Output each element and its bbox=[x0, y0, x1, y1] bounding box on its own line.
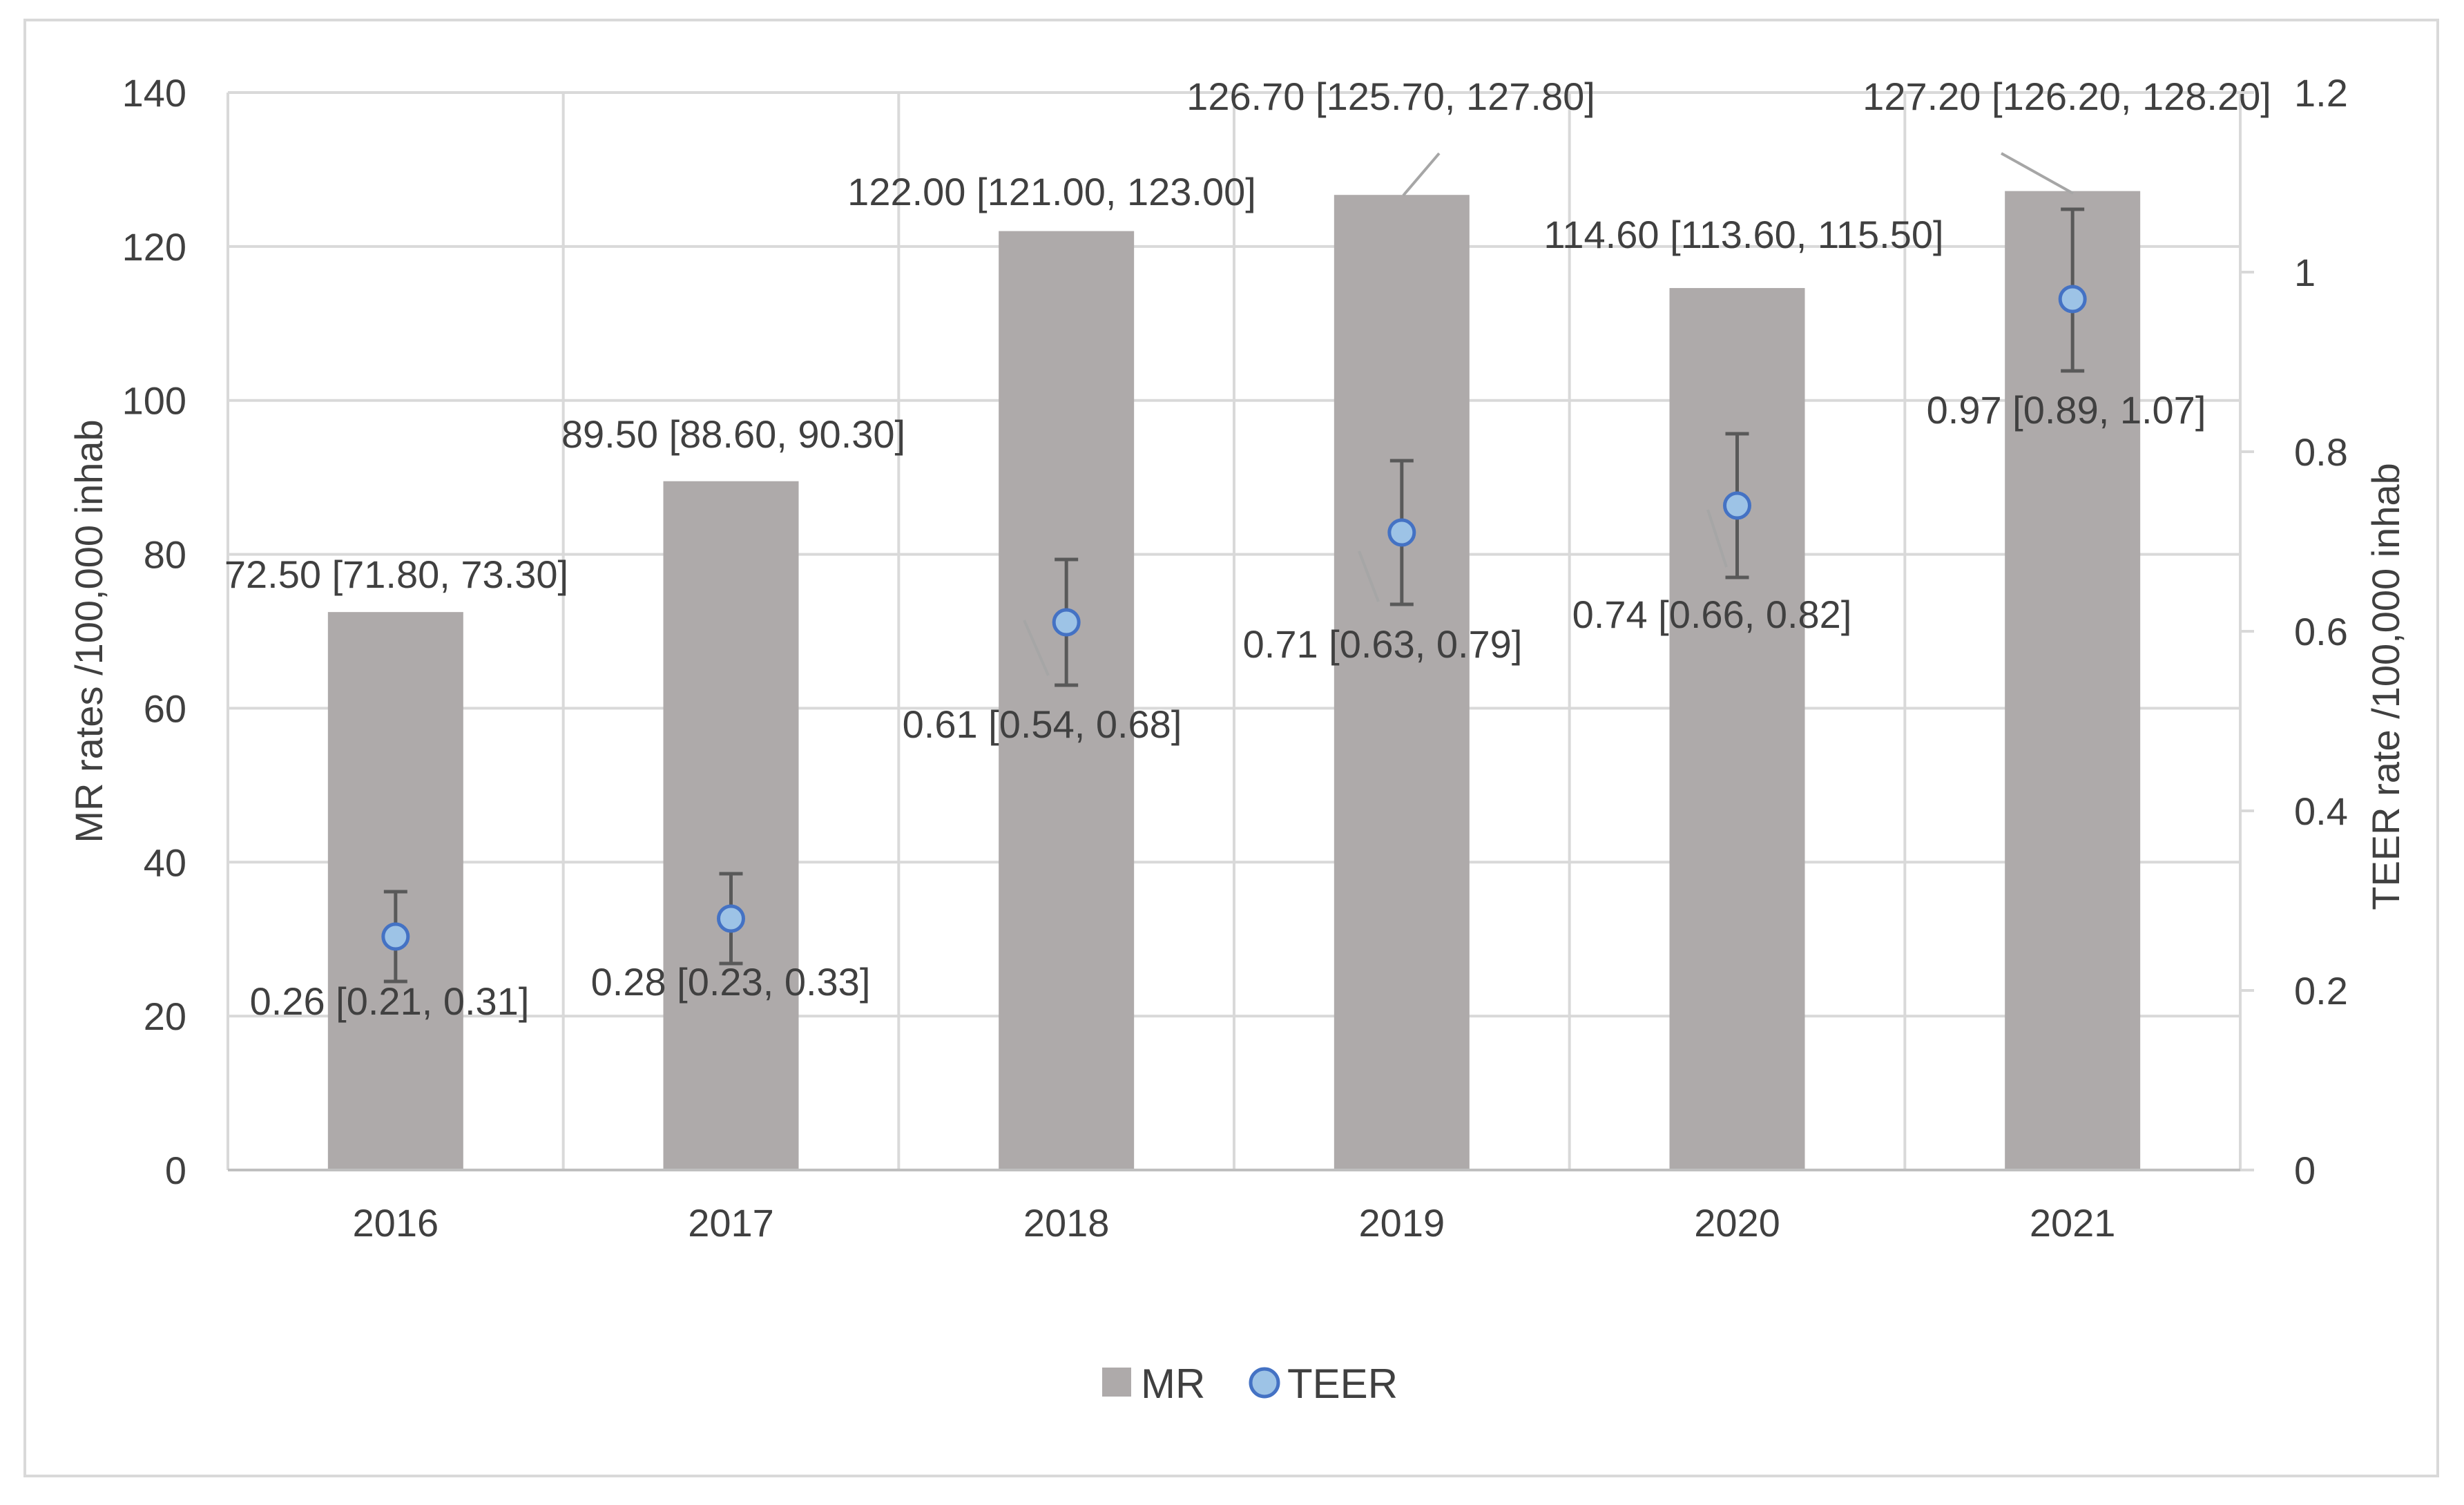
teer-data-label: 0.74 [0.66, 0.82] bbox=[1572, 593, 1852, 636]
legend-teer-marker bbox=[1249, 1367, 1280, 1399]
y-left-tick-label: 120 bbox=[122, 225, 186, 269]
mr-label-leader-line bbox=[2001, 152, 2074, 195]
teer-data-label: 0.28 [0.23, 0.33] bbox=[591, 960, 871, 1004]
x-tick-label: 2016 bbox=[353, 1201, 439, 1245]
legend-layer: MR TEER bbox=[1102, 1361, 1398, 1407]
teer-point bbox=[717, 904, 745, 933]
y-right-tick-label: 0.2 bbox=[2294, 969, 2348, 1013]
point-layer bbox=[381, 207, 2087, 984]
y-right-axis-title: TEER rate /100,000 inhab bbox=[2364, 463, 2407, 910]
mr-data-label: 89.50 [88.60, 90.30] bbox=[561, 412, 905, 456]
teer-point bbox=[1387, 518, 1416, 547]
y-right-tick-label: 0.4 bbox=[2294, 789, 2348, 833]
teer-point bbox=[1723, 491, 1751, 520]
y-right-tick-label: 1.2 bbox=[2294, 71, 2348, 115]
y-left-tick-label: 40 bbox=[144, 841, 186, 884]
teer-point bbox=[2058, 285, 2087, 314]
mr-bar bbox=[1334, 195, 1470, 1171]
chart-svg: 72.50 [71.80, 73.30] 89.50 [88.60, 90.30]… bbox=[67, 71, 2407, 1407]
y-left-tick-label: 80 bbox=[144, 533, 186, 577]
x-tick-label: 2021 bbox=[2030, 1201, 2116, 1245]
label-layer: 72.50 [71.80, 73.30] 89.50 [88.60, 90.30]… bbox=[224, 75, 2271, 1023]
legend-teer-label: TEER bbox=[1287, 1361, 1398, 1407]
x-tick-label: 2020 bbox=[1694, 1201, 1780, 1245]
teer-point bbox=[1052, 608, 1081, 637]
y-left-tick-label: 60 bbox=[144, 687, 186, 730]
teer-data-label: 0.26 [0.21, 0.31] bbox=[250, 979, 530, 1023]
axis-layer: 0 20 40 60 80 100 120 140 0 0.2 0.4 0.6 0.8 1 1.2 2016 2… bbox=[67, 71, 2407, 1245]
mr-label-leader-line bbox=[1402, 152, 1441, 197]
y-left-tick-label: 100 bbox=[122, 379, 186, 423]
legend-mr-swatch bbox=[1102, 1368, 1131, 1397]
legend-mr-label: MR bbox=[1141, 1361, 1205, 1407]
mr-data-label: 72.50 [71.80, 73.30] bbox=[224, 553, 568, 596]
chart-frame: 72.50 [71.80, 73.30] 89.50 [88.60, 90.30]… bbox=[23, 19, 2439, 1477]
mr-bar bbox=[1669, 288, 1805, 1170]
mr-bar bbox=[663, 481, 799, 1170]
mr-bar bbox=[999, 231, 1135, 1171]
y-right-tick-label: 0.6 bbox=[2294, 610, 2348, 653]
teer-label-leader-line bbox=[1023, 620, 1050, 676]
y-right-tick-label: 1 bbox=[2294, 251, 2316, 294]
teer-label-leader-line bbox=[1706, 509, 1728, 568]
y-right-tick-label: 0 bbox=[2294, 1149, 2316, 1192]
y-left-tick-label: 20 bbox=[144, 995, 186, 1038]
teer-data-label: 0.97 [0.89, 1.07] bbox=[1927, 388, 2206, 432]
y-left-axis-title: MR rates /100,000 inhab bbox=[67, 419, 110, 843]
teer-data-label: 0.61 [0.54, 0.68] bbox=[903, 702, 1182, 746]
leader-layer bbox=[1023, 152, 2074, 676]
y-left-tick-label: 140 bbox=[122, 71, 186, 115]
mr-data-label: 127.20 [126.20, 128.20] bbox=[1863, 75, 2271, 118]
x-tick-label: 2018 bbox=[1023, 1201, 1110, 1245]
mr-data-label: 126.70 [125.70, 127.80] bbox=[1186, 75, 1595, 118]
x-tick-label: 2019 bbox=[1359, 1201, 1445, 1245]
mr-data-label: 114.60 [113.60, 115.50] bbox=[1543, 213, 1943, 256]
y-right-tick-label: 0.8 bbox=[2294, 430, 2348, 474]
x-tick-label: 2017 bbox=[688, 1201, 774, 1245]
y-left-tick-label: 0 bbox=[165, 1149, 186, 1192]
teer-point bbox=[381, 922, 410, 951]
teer-data-label: 0.71 [0.63, 0.79] bbox=[1243, 622, 1523, 666]
teer-label-leader-line bbox=[1358, 550, 1380, 602]
mr-data-label: 122.00 [121.00, 123.00] bbox=[847, 170, 1256, 213]
